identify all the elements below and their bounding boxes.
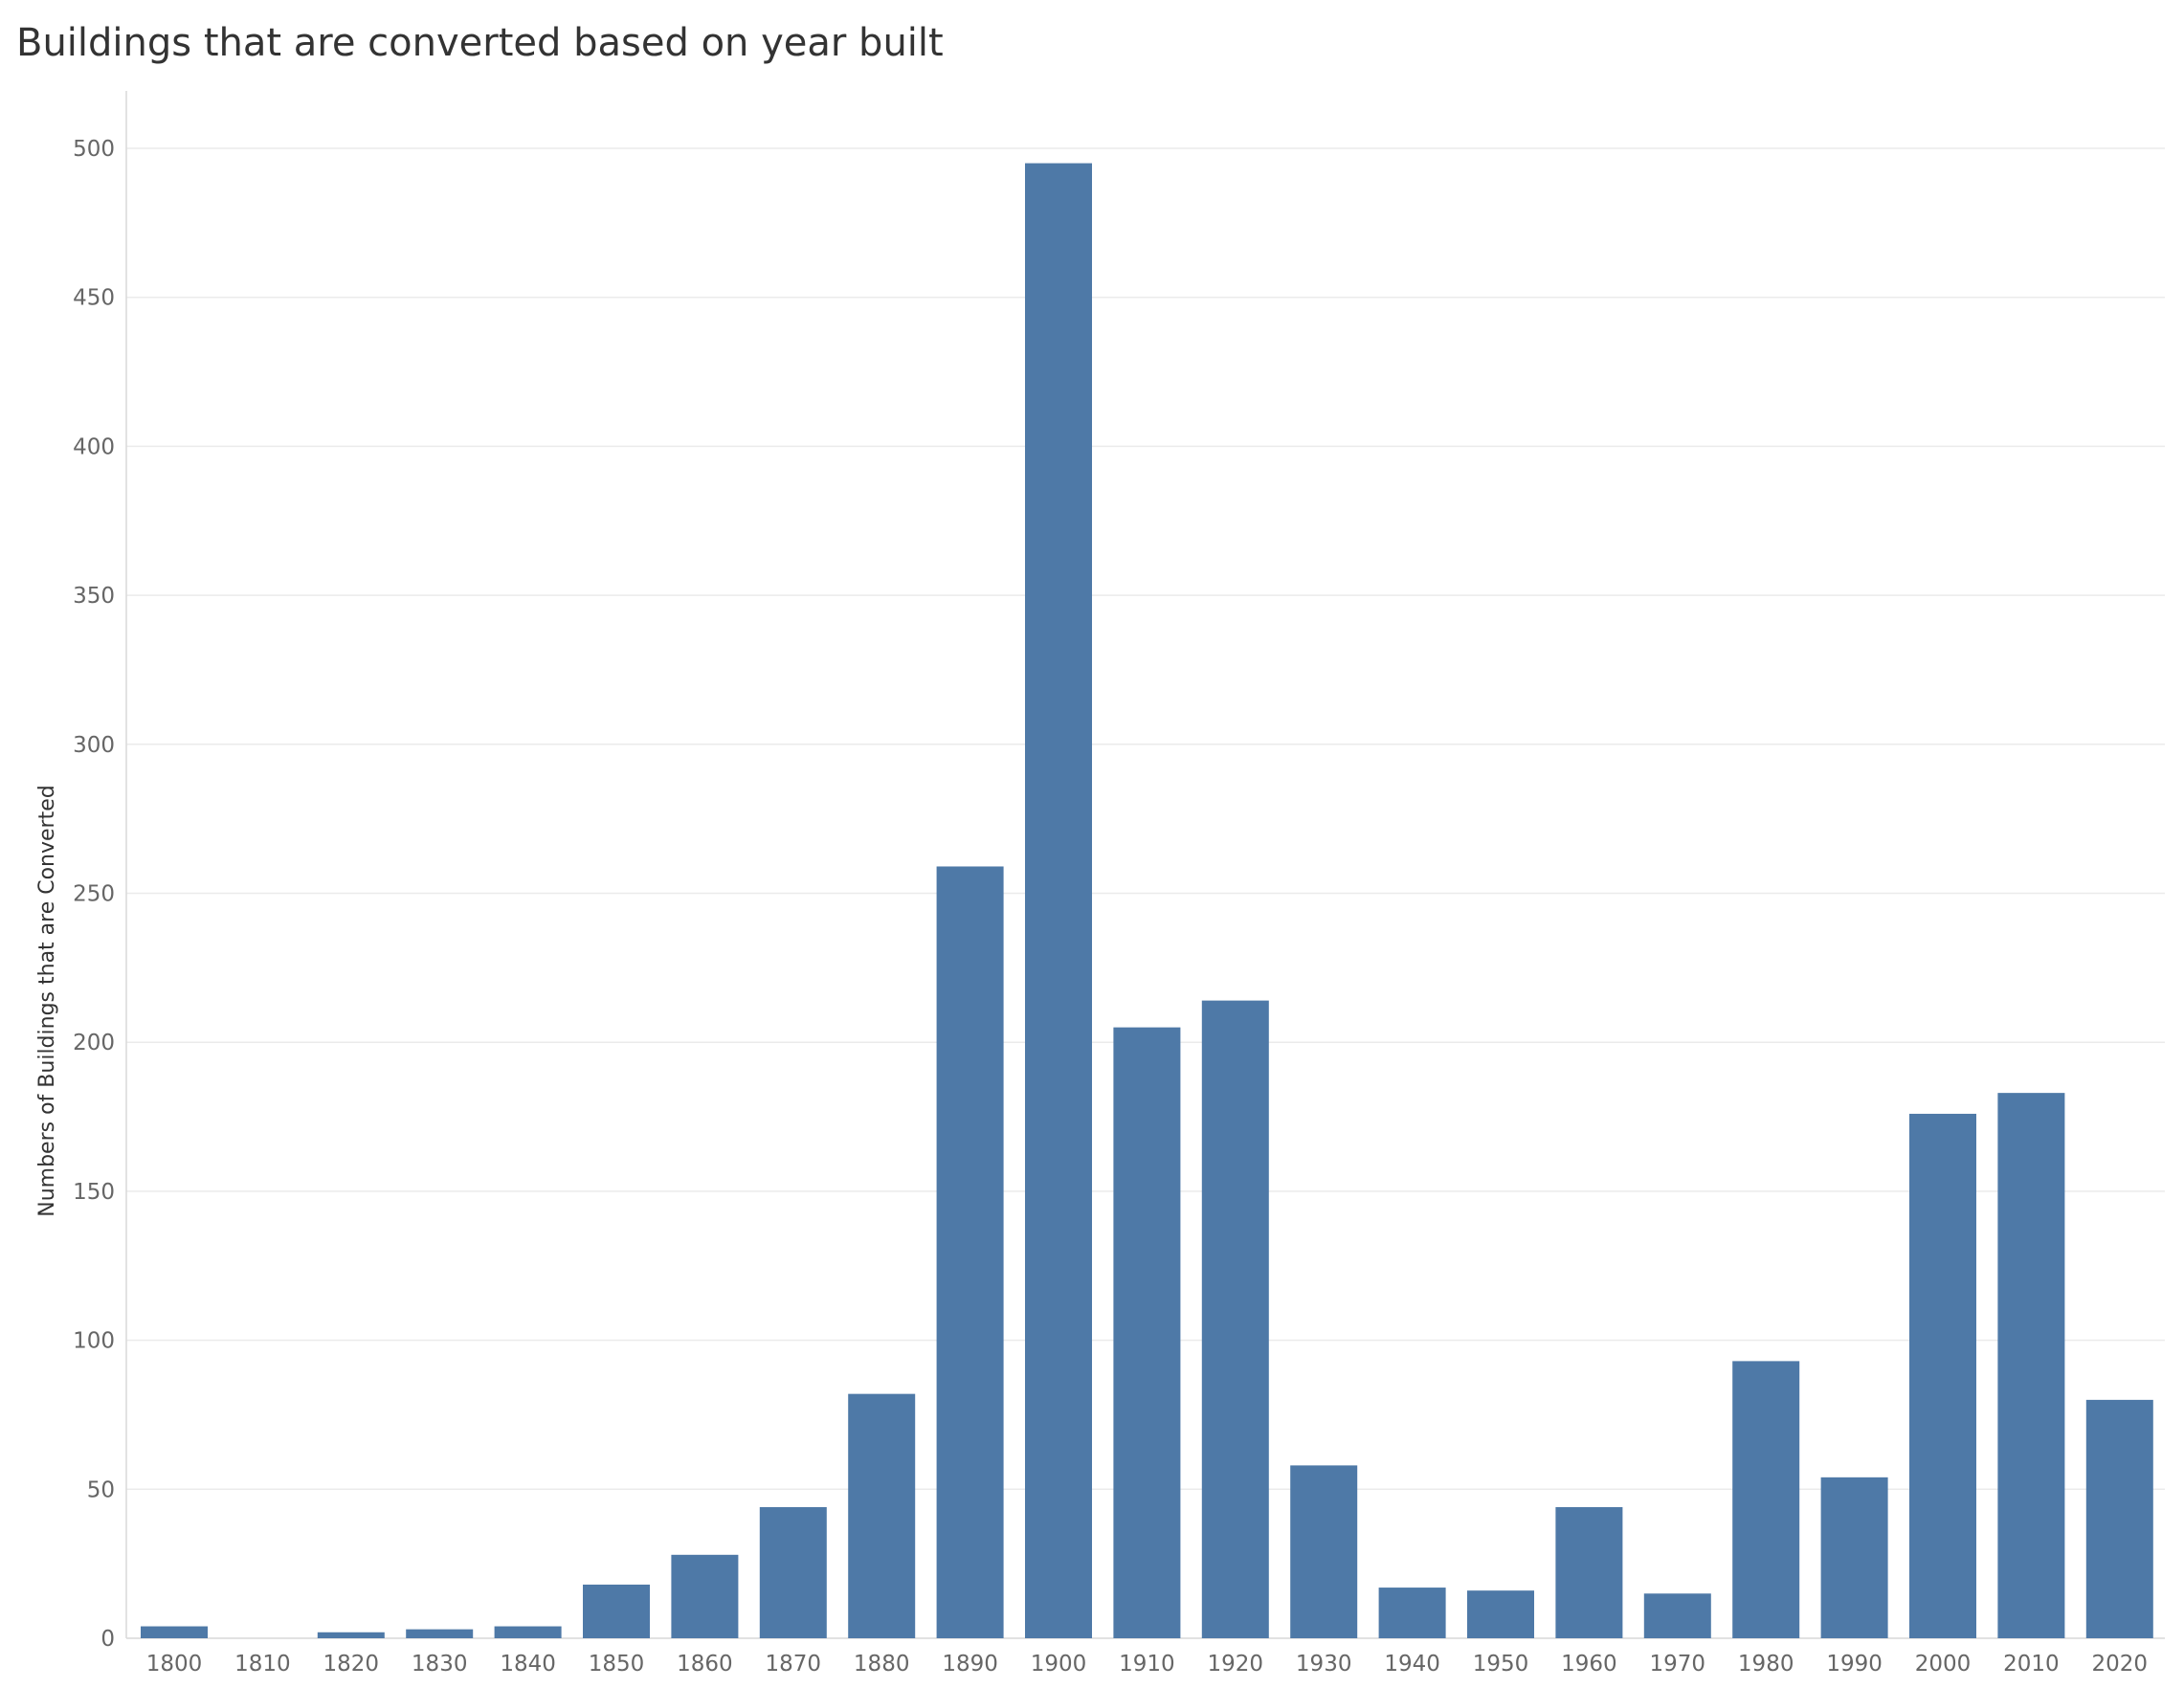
bar-1820[interactable] <box>317 1632 385 1638</box>
y-tick-label-250: 250 <box>73 882 115 907</box>
bar-1850[interactable] <box>583 1584 650 1638</box>
x-tick-label-1890: 1890 <box>942 1652 998 1677</box>
bar-1860[interactable] <box>671 1554 739 1638</box>
bar-1900[interactable] <box>1025 163 1092 1638</box>
x-tick-label-1910: 1910 <box>1119 1652 1175 1677</box>
bar-1920[interactable] <box>1201 1000 1269 1638</box>
y-tick-label-400: 400 <box>73 434 115 459</box>
chart-title: Buildings that are converted based on ye… <box>16 21 944 65</box>
y-tick-label-200: 200 <box>73 1031 115 1055</box>
x-tick-label-1870: 1870 <box>766 1652 822 1677</box>
x-tick-label-1820: 1820 <box>323 1652 380 1677</box>
x-axis-tick-labels: 1800 1810 1820 1830 1840 1850 1860 1870 1880 1890… <box>146 1652 2148 1677</box>
x-tick-label-1860: 1860 <box>677 1652 733 1677</box>
bar-1840[interactable] <box>494 1626 562 1638</box>
x-tick-label-1920: 1920 <box>1208 1652 1264 1677</box>
x-tick-label-1970: 1970 <box>1650 1652 1706 1677</box>
bar-1940[interactable] <box>1378 1588 1446 1638</box>
x-tick-label-1850: 1850 <box>589 1652 645 1677</box>
x-tick-label-1960: 1960 <box>1561 1652 1617 1677</box>
x-tick-label-2000: 2000 <box>1915 1652 1972 1677</box>
bar-2000[interactable] <box>1909 1113 1976 1638</box>
bar-1990[interactable] <box>1820 1477 1888 1638</box>
bar-2010[interactable] <box>1997 1093 2065 1638</box>
y-axis-title: Numbers of Buildings that are Converted <box>35 785 59 1216</box>
bar-1800[interactable] <box>141 1626 208 1638</box>
x-tick-label-1950: 1950 <box>1473 1652 1529 1677</box>
y-axis-tick-labels: 0 50 100 150 200 250 300 350 400 450 500 <box>73 137 115 1652</box>
bar-1880[interactable] <box>848 1393 916 1638</box>
y-tick-label-300: 300 <box>73 733 115 758</box>
bar-1890[interactable] <box>936 866 1004 1638</box>
x-tick-label-1840: 1840 <box>500 1652 556 1677</box>
x-tick-label-1930: 1930 <box>1296 1652 1352 1677</box>
bar-1870[interactable] <box>759 1506 827 1638</box>
bar-1960[interactable] <box>1555 1506 1623 1638</box>
x-tick-label-1800: 1800 <box>146 1652 203 1677</box>
x-tick-label-1830: 1830 <box>412 1652 468 1677</box>
x-tick-label-1880: 1880 <box>854 1652 910 1677</box>
bar-1950[interactable] <box>1467 1590 1534 1638</box>
x-tick-label-1940: 1940 <box>1384 1652 1440 1677</box>
y-tick-label-100: 100 <box>73 1329 115 1354</box>
bars <box>141 163 2153 1638</box>
bar-1980[interactable] <box>1732 1361 1800 1638</box>
bar-1910[interactable] <box>1113 1027 1181 1638</box>
y-tick-label-450: 450 <box>73 286 115 311</box>
x-tick-label-1990: 1990 <box>1826 1652 1883 1677</box>
y-tick-label-350: 350 <box>73 584 115 609</box>
x-tick-label-1810: 1810 <box>234 1652 291 1677</box>
x-tick-label-2010: 2010 <box>2003 1652 2060 1677</box>
x-tick-label-2020: 2020 <box>2092 1652 2149 1677</box>
bar-2020[interactable] <box>2085 1399 2153 1638</box>
y-tick-label-150: 150 <box>73 1180 115 1205</box>
bar-1830[interactable] <box>406 1629 474 1638</box>
bar-1930[interactable] <box>1290 1465 1358 1638</box>
bar-1970[interactable] <box>1643 1593 1711 1638</box>
y-tick-label-0: 0 <box>100 1627 115 1652</box>
x-tick-label-1900: 1900 <box>1031 1652 1087 1677</box>
y-tick-label-500: 500 <box>73 137 115 162</box>
x-tick-label-1980: 1980 <box>1738 1652 1794 1677</box>
y-tick-label-50: 50 <box>87 1477 115 1502</box>
